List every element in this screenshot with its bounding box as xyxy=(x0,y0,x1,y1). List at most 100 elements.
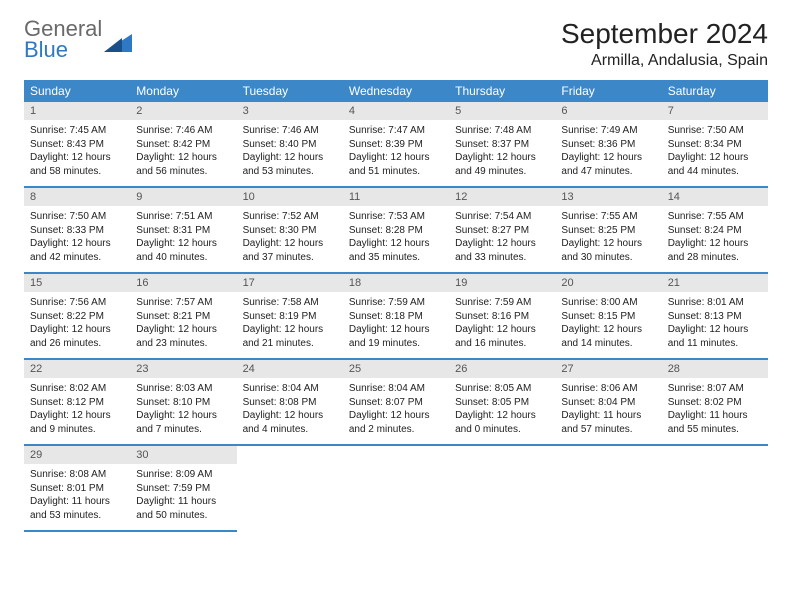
calendar-day-cell: 5Sunrise: 7:48 AMSunset: 8:37 PMDaylight… xyxy=(449,102,555,187)
calendar-day-cell: 23Sunrise: 8:03 AMSunset: 8:10 PMDayligh… xyxy=(130,359,236,445)
sunrise-text: Sunrise: 7:49 AM xyxy=(561,124,655,138)
daylight-text: Daylight: 12 hours and 7 minutes. xyxy=(136,409,230,436)
daylight-text: Daylight: 12 hours and 19 minutes. xyxy=(349,323,443,350)
location-label: Armilla, Andalusia, Spain xyxy=(561,52,768,70)
day-details: Sunrise: 7:46 AMSunset: 8:40 PMDaylight:… xyxy=(237,120,343,186)
calendar-day-cell: 3Sunrise: 7:46 AMSunset: 8:40 PMDaylight… xyxy=(237,102,343,187)
day-number: 25 xyxy=(343,360,449,378)
calendar-week-row: 22Sunrise: 8:02 AMSunset: 8:12 PMDayligh… xyxy=(24,359,768,445)
sunrise-text: Sunrise: 8:01 AM xyxy=(668,296,762,310)
day-details: Sunrise: 7:58 AMSunset: 8:19 PMDaylight:… xyxy=(237,292,343,358)
day-details: Sunrise: 7:59 AMSunset: 8:18 PMDaylight:… xyxy=(343,292,449,358)
sunrise-text: Sunrise: 7:46 AM xyxy=(243,124,337,138)
calendar-day-cell xyxy=(555,445,661,531)
day-details: Sunrise: 7:54 AMSunset: 8:27 PMDaylight:… xyxy=(449,206,555,272)
daylight-text: Daylight: 12 hours and 11 minutes. xyxy=(668,323,762,350)
calendar-day-cell: 18Sunrise: 7:59 AMSunset: 8:18 PMDayligh… xyxy=(343,273,449,359)
day-details: Sunrise: 7:46 AMSunset: 8:42 PMDaylight:… xyxy=(130,120,236,186)
daylight-text: Daylight: 11 hours and 55 minutes. xyxy=(668,409,762,436)
calendar-day-cell: 28Sunrise: 8:07 AMSunset: 8:02 PMDayligh… xyxy=(662,359,768,445)
day-number: 28 xyxy=(662,360,768,378)
brand-logo: General Blue xyxy=(24,18,132,61)
sunset-text: Sunset: 8:33 PM xyxy=(30,224,124,238)
calendar-day-cell: 17Sunrise: 7:58 AMSunset: 8:19 PMDayligh… xyxy=(237,273,343,359)
sunrise-text: Sunrise: 8:05 AM xyxy=(455,382,549,396)
weekday-header: Sunday xyxy=(24,80,130,102)
sunrise-text: Sunrise: 8:06 AM xyxy=(561,382,655,396)
calendar-day-cell: 1Sunrise: 7:45 AMSunset: 8:43 PMDaylight… xyxy=(24,102,130,187)
sunrise-text: Sunrise: 7:57 AM xyxy=(136,296,230,310)
calendar-day-cell: 9Sunrise: 7:51 AMSunset: 8:31 PMDaylight… xyxy=(130,187,236,273)
day-number: 23 xyxy=(130,360,236,378)
sunset-text: Sunset: 8:21 PM xyxy=(136,310,230,324)
daylight-text: Daylight: 12 hours and 16 minutes. xyxy=(455,323,549,350)
day-number: 7 xyxy=(662,102,768,120)
daylight-text: Daylight: 12 hours and 53 minutes. xyxy=(243,151,337,178)
weekday-header: Thursday xyxy=(449,80,555,102)
sunset-text: Sunset: 8:12 PM xyxy=(30,396,124,410)
day-details: Sunrise: 7:50 AMSunset: 8:33 PMDaylight:… xyxy=(24,206,130,272)
calendar-day-cell: 8Sunrise: 7:50 AMSunset: 8:33 PMDaylight… xyxy=(24,187,130,273)
sunset-text: Sunset: 8:15 PM xyxy=(561,310,655,324)
day-number: 27 xyxy=(555,360,661,378)
weekday-header-row: Sunday Monday Tuesday Wednesday Thursday… xyxy=(24,80,768,102)
sunset-text: Sunset: 8:24 PM xyxy=(668,224,762,238)
sunrise-text: Sunrise: 7:51 AM xyxy=(136,210,230,224)
sunrise-text: Sunrise: 7:58 AM xyxy=(243,296,337,310)
daylight-text: Daylight: 12 hours and 14 minutes. xyxy=(561,323,655,350)
calendar-day-cell xyxy=(449,445,555,531)
calendar-day-cell xyxy=(343,445,449,531)
calendar-day-cell: 30Sunrise: 8:09 AMSunset: 7:59 PMDayligh… xyxy=(130,445,236,531)
brand-triangle-icon xyxy=(104,32,132,52)
day-details: Sunrise: 8:08 AMSunset: 8:01 PMDaylight:… xyxy=(24,464,130,530)
sunset-text: Sunset: 8:34 PM xyxy=(668,138,762,152)
day-details: Sunrise: 8:07 AMSunset: 8:02 PMDaylight:… xyxy=(662,378,768,444)
sunset-text: Sunset: 8:05 PM xyxy=(455,396,549,410)
sunrise-text: Sunrise: 7:52 AM xyxy=(243,210,337,224)
daylight-text: Daylight: 12 hours and 30 minutes. xyxy=(561,237,655,264)
daylight-text: Daylight: 12 hours and 37 minutes. xyxy=(243,237,337,264)
calendar-day-cell: 11Sunrise: 7:53 AMSunset: 8:28 PMDayligh… xyxy=(343,187,449,273)
sunset-text: Sunset: 8:37 PM xyxy=(455,138,549,152)
sunset-text: Sunset: 8:02 PM xyxy=(668,396,762,410)
day-details: Sunrise: 7:55 AMSunset: 8:25 PMDaylight:… xyxy=(555,206,661,272)
calendar-day-cell: 24Sunrise: 8:04 AMSunset: 8:08 PMDayligh… xyxy=(237,359,343,445)
daylight-text: Daylight: 12 hours and 0 minutes. xyxy=(455,409,549,436)
sunset-text: Sunset: 8:30 PM xyxy=(243,224,337,238)
sunset-text: Sunset: 8:01 PM xyxy=(30,482,124,496)
day-details: Sunrise: 7:56 AMSunset: 8:22 PMDaylight:… xyxy=(24,292,130,358)
daylight-text: Daylight: 12 hours and 9 minutes. xyxy=(30,409,124,436)
day-number: 10 xyxy=(237,188,343,206)
month-title: September 2024 xyxy=(561,18,768,50)
calendar-table: Sunday Monday Tuesday Wednesday Thursday… xyxy=(24,80,768,532)
day-details: Sunrise: 8:00 AMSunset: 8:15 PMDaylight:… xyxy=(555,292,661,358)
sunset-text: Sunset: 8:28 PM xyxy=(349,224,443,238)
sunrise-text: Sunrise: 8:04 AM xyxy=(243,382,337,396)
day-details: Sunrise: 7:50 AMSunset: 8:34 PMDaylight:… xyxy=(662,120,768,186)
sunset-text: Sunset: 8:07 PM xyxy=(349,396,443,410)
calendar-day-cell xyxy=(237,445,343,531)
calendar-day-cell: 14Sunrise: 7:55 AMSunset: 8:24 PMDayligh… xyxy=(662,187,768,273)
calendar-day-cell: 16Sunrise: 7:57 AMSunset: 8:21 PMDayligh… xyxy=(130,273,236,359)
day-number: 8 xyxy=(24,188,130,206)
sunset-text: Sunset: 8:22 PM xyxy=(30,310,124,324)
weekday-header: Wednesday xyxy=(343,80,449,102)
calendar-day-cell: 15Sunrise: 7:56 AMSunset: 8:22 PMDayligh… xyxy=(24,273,130,359)
calendar-day-cell: 4Sunrise: 7:47 AMSunset: 8:39 PMDaylight… xyxy=(343,102,449,187)
daylight-text: Daylight: 12 hours and 21 minutes. xyxy=(243,323,337,350)
day-details: Sunrise: 8:05 AMSunset: 8:05 PMDaylight:… xyxy=(449,378,555,444)
calendar-day-cell: 27Sunrise: 8:06 AMSunset: 8:04 PMDayligh… xyxy=(555,359,661,445)
sunrise-text: Sunrise: 7:48 AM xyxy=(455,124,549,138)
sunrise-text: Sunrise: 8:07 AM xyxy=(668,382,762,396)
sunrise-text: Sunrise: 7:50 AM xyxy=(668,124,762,138)
sunset-text: Sunset: 8:25 PM xyxy=(561,224,655,238)
sunrise-text: Sunrise: 7:54 AM xyxy=(455,210,549,224)
daylight-text: Daylight: 12 hours and 40 minutes. xyxy=(136,237,230,264)
day-number: 21 xyxy=(662,274,768,292)
day-number: 12 xyxy=(449,188,555,206)
day-details: Sunrise: 7:52 AMSunset: 8:30 PMDaylight:… xyxy=(237,206,343,272)
sunrise-text: Sunrise: 7:59 AM xyxy=(349,296,443,310)
day-number: 20 xyxy=(555,274,661,292)
sunset-text: Sunset: 8:08 PM xyxy=(243,396,337,410)
day-details: Sunrise: 8:01 AMSunset: 8:13 PMDaylight:… xyxy=(662,292,768,358)
